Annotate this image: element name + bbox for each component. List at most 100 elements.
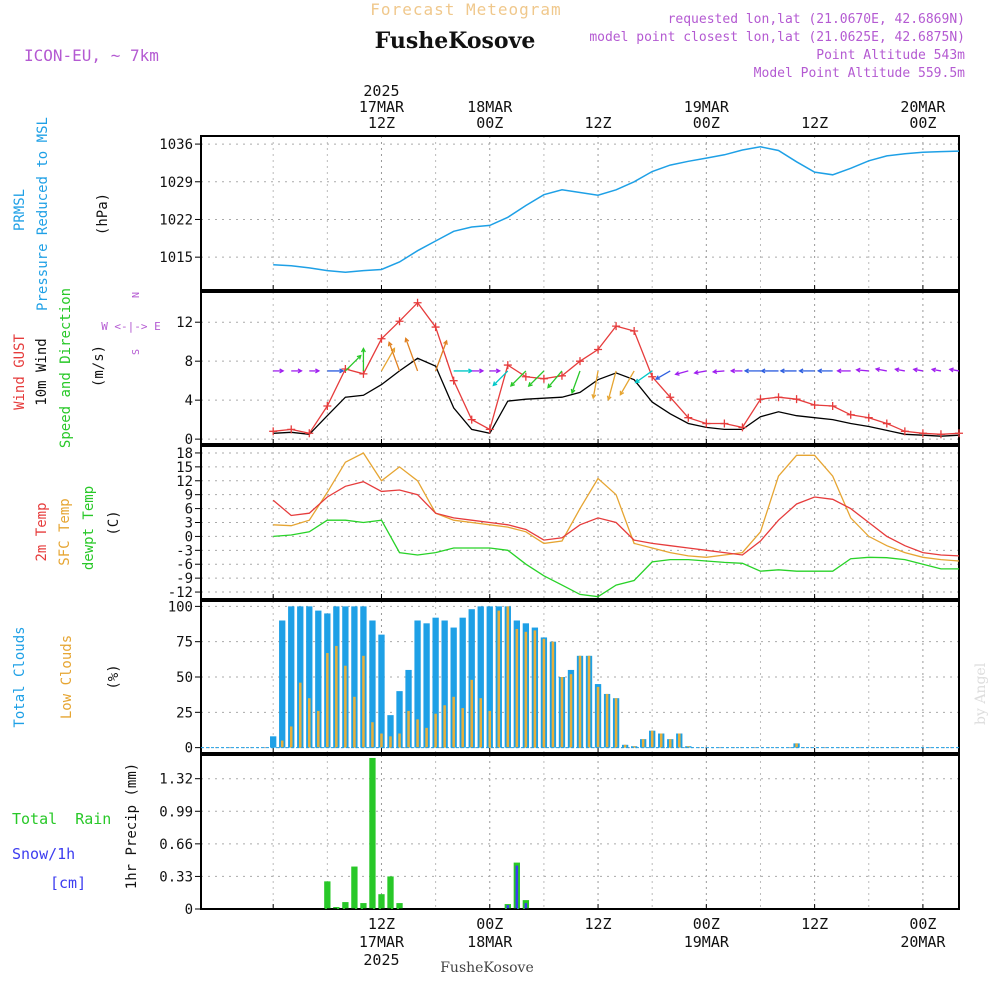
location-title: FusheKosove (375, 28, 536, 54)
clouds-ytick-label: 100 (168, 599, 193, 615)
wind-arrow-head (711, 369, 718, 375)
rain-bar (387, 876, 394, 909)
compass-we-label: W <-|-> E (101, 320, 161, 333)
total-cloud-bar (306, 606, 313, 748)
rain-bar (351, 866, 358, 909)
bottom-time-label: 12Z (801, 915, 828, 933)
wind-arrow (547, 370, 563, 389)
low-cloud-bar (461, 708, 464, 748)
precip-ytick-label: 0.66 (159, 837, 193, 853)
low-cloud-bar (560, 677, 564, 748)
wind-arrow-head (315, 368, 321, 374)
gust-marker (467, 415, 476, 424)
wind-arrow-head (693, 369, 699, 375)
top-time-label: 2025 (363, 82, 399, 100)
rain-bar (333, 907, 340, 909)
wind-ytick-label: 8 (185, 354, 193, 370)
wind-arrow-head (816, 368, 823, 374)
wind-arrow (694, 370, 707, 374)
bottom-time-label: 12Z (368, 915, 395, 933)
top-time-label: 20MAR (900, 98, 946, 116)
top-time-label: 18MAR (467, 98, 513, 116)
bottom-time-label: 12Z (585, 915, 612, 933)
gust-marker (918, 429, 927, 438)
low-cloud-bar (668, 739, 672, 748)
temperature-ytick-label: 18 (176, 446, 193, 462)
low-cloud-bar (434, 713, 437, 748)
gust-marker (900, 427, 909, 436)
bottom-time-label: 2025 (363, 951, 399, 969)
top-time-label: 12Z (801, 114, 828, 132)
snow-bar (524, 903, 528, 909)
wind-unit-label: (m/s) (91, 345, 107, 387)
wind-arrow-head (387, 341, 393, 347)
wind-arrow-head (948, 367, 954, 373)
wind-arrow-head (729, 368, 736, 374)
low-cloud-bar (677, 733, 681, 748)
low-cloud-bar (425, 727, 428, 748)
precip-ytick-label: 1.32 (159, 772, 193, 788)
bottom-time-label: 19MAR (684, 933, 730, 951)
rain-bar (396, 903, 403, 909)
low-cloud-bar (506, 606, 510, 748)
prmsl-desc-label: Pressure Reduced to MSL (35, 117, 51, 311)
low-cloud-bar (578, 655, 582, 748)
bottom-time-label: 00Z (909, 915, 936, 933)
gust-marker (828, 402, 837, 410)
wind-arrow-head (404, 337, 410, 343)
point-altitude: Point Altitude 543m (816, 48, 965, 63)
wind-arrow-head (356, 354, 362, 360)
low-cloud-bar (596, 686, 600, 748)
wind-arrow-head (760, 368, 766, 374)
low-cloud-bar (335, 645, 338, 748)
low-cloud-bar (687, 746, 690, 748)
total-cloud-bar (387, 715, 394, 748)
rain-bar (378, 894, 385, 909)
wind-arrow (635, 370, 653, 384)
temperature-ytick-label: -9 (176, 571, 193, 587)
precip-axis-label: 1hr Precip (mm) (124, 763, 140, 889)
wind-arrow (875, 368, 887, 372)
gust-marker (359, 369, 368, 378)
wind-arrow-head (279, 368, 285, 374)
wind-arrow (713, 370, 725, 373)
low-cloud-bar (452, 696, 455, 748)
total-cloud-bar (441, 620, 448, 748)
compass-n-label: N (131, 292, 142, 298)
low-cloud-bar (515, 628, 519, 748)
wind-arrow-head (479, 368, 485, 374)
low-clouds-label: Low Clouds (59, 635, 75, 719)
wind-ytick-label: 0 (185, 432, 193, 448)
total-cloud-bar (279, 620, 286, 748)
gust-marker (521, 372, 530, 381)
total-cloud-bar (405, 669, 412, 748)
wind-arrow (592, 370, 599, 399)
gust-marker (810, 401, 819, 410)
low-cloud-bar (659, 733, 663, 748)
low-cloud-bar (479, 698, 483, 748)
gust-marker (485, 425, 494, 434)
top-time-label: 17MAR (359, 98, 405, 116)
gust-marker (955, 429, 963, 438)
low-cloud-bar (533, 630, 537, 748)
top-time-label: 00Z (909, 114, 936, 132)
low-cloud-bar (326, 652, 329, 748)
model-name: ICON-EU, ~ 7km (24, 46, 159, 65)
wind-ytick-label: 4 (185, 393, 193, 409)
wind-arrow (913, 368, 924, 372)
bottom-time-label: 18MAR (467, 933, 513, 951)
total-clouds-label: Total Clouds (12, 626, 28, 727)
wind-arrow (510, 370, 527, 387)
temperature-ytick-label: -3 (176, 543, 193, 559)
wind-arrow-head (509, 381, 515, 387)
wind-arrow-head (606, 395, 612, 401)
gust-marker (287, 425, 296, 434)
wind-arrow-head (930, 367, 937, 373)
snow-label: Snow/1h (12, 845, 75, 863)
wind-arrow-head (547, 383, 552, 389)
wind-arrow-head (634, 378, 640, 384)
gust-marker (431, 323, 440, 332)
rain-bar (369, 757, 376, 909)
wind-arrow (405, 338, 419, 372)
